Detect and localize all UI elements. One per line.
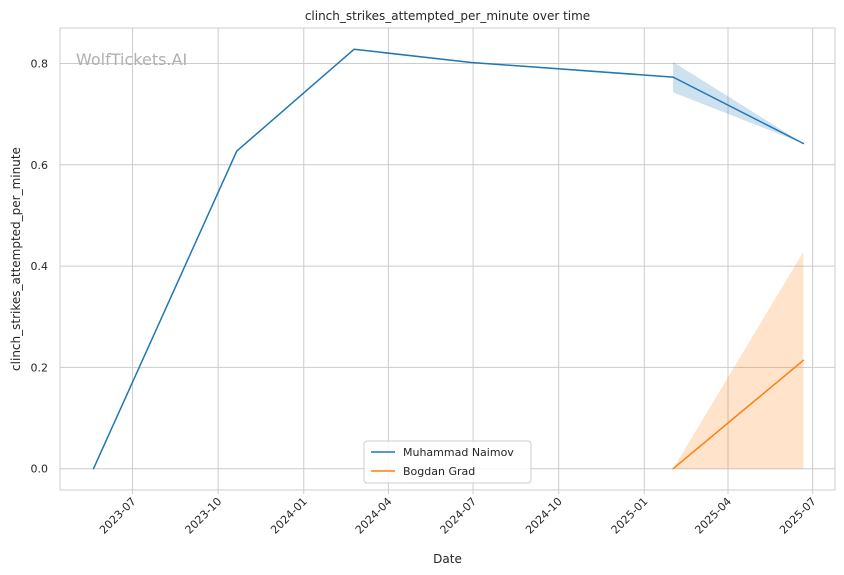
chart-title: clinch_strikes_attempted_per_minute over… xyxy=(305,9,590,23)
ci-band-series-2 xyxy=(673,251,804,469)
series-line-1 xyxy=(92,48,805,470)
x-tick-label: 2024-07 xyxy=(438,495,480,537)
confidence-bands xyxy=(673,61,804,469)
x-axis-title: Date xyxy=(433,552,462,566)
y-axis-title: clinch_strikes_attempted_per_minute xyxy=(9,147,23,371)
x-tick-label: 2024-01 xyxy=(268,495,310,537)
x-tick-label: 2025-07 xyxy=(777,495,819,537)
x-tick-label: 2024-04 xyxy=(353,495,395,537)
legend-label-2: Bogdan Grad xyxy=(403,465,475,478)
legend-label-1: Muhammad Naimov xyxy=(403,446,514,459)
y-tick-label: 0.0 xyxy=(31,463,49,476)
series-lines xyxy=(92,48,805,470)
y-tick-label: 0.2 xyxy=(31,361,49,374)
y-tick-label: 0.4 xyxy=(31,260,49,273)
legend-box xyxy=(363,440,532,484)
x-tick-label: 2024-10 xyxy=(523,495,565,537)
ci-band-series-1 xyxy=(673,61,804,144)
legend: Muhammad Naimov Bogdan Grad xyxy=(363,440,532,484)
x-tick-labels: 2023-07 2023-10 2024-01 2024-04 2024-07 2024-… xyxy=(97,490,819,537)
y-tick-labels: 0.0 0.2 0.4 0.6 0.8 xyxy=(31,57,49,475)
x-tick-label: 2023-10 xyxy=(183,495,225,537)
x-tick-label: 2025-04 xyxy=(692,495,734,537)
y-tick-label: 0.6 xyxy=(31,159,49,172)
x-tick-label: 2023-07 xyxy=(97,495,139,537)
watermark: WolfTickets.AI xyxy=(76,50,187,69)
grid xyxy=(60,28,835,490)
y-tick-label: 0.8 xyxy=(31,57,49,70)
series-line-2 xyxy=(672,359,805,470)
x-tick-label: 2025-01 xyxy=(609,495,651,537)
plot-frame xyxy=(59,27,836,491)
